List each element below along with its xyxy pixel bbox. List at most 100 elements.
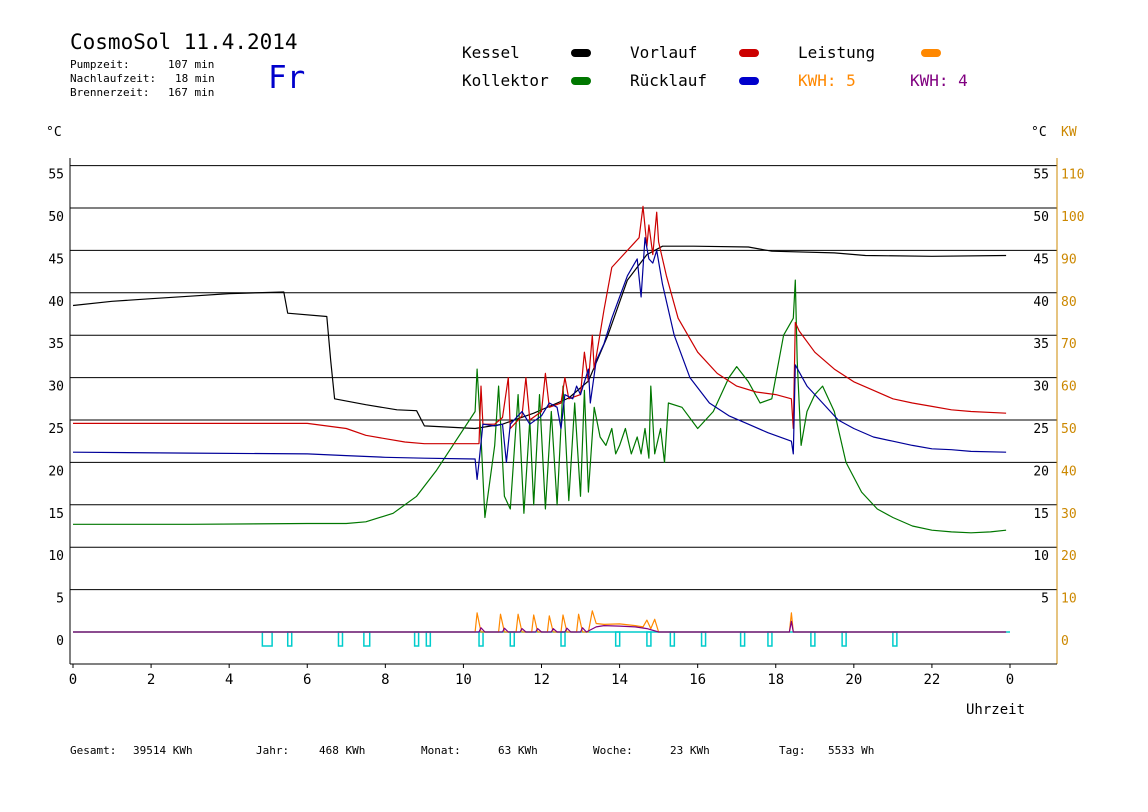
y-tick-label: 10 <box>48 549 64 564</box>
pump-pulse <box>614 631 621 647</box>
y-right-tick-label: 10 <box>1033 549 1049 564</box>
x-tick-label: 0 <box>1006 672 1014 688</box>
footer-week-label: Woche: <box>593 744 633 757</box>
after-run-value: 18 min <box>175 72 215 85</box>
y-tick-label: 25 <box>48 422 64 437</box>
y-right-tick-label: 20 <box>1033 464 1049 479</box>
y2-tick-label: 30 <box>1061 507 1077 522</box>
pump-time-label: Pumpzeit: <box>70 58 130 71</box>
footer-year-value: 468 KWh <box>319 744 366 757</box>
pump-pulse <box>509 631 516 647</box>
y-tick-label: 30 <box>48 380 64 395</box>
y-axis-label-right-power: KW <box>1061 125 1077 140</box>
series-line-vorlauf <box>73 205 1007 445</box>
pump-pulse <box>261 631 273 647</box>
footer-month-label: Monat: <box>421 744 461 757</box>
y-axis-label-right-temp: °C <box>1031 125 1047 140</box>
y-right-tick-label: 25 <box>1033 422 1049 437</box>
y2-tick-label: 90 <box>1061 252 1077 267</box>
footer-total-label: Gesamt: <box>70 744 117 757</box>
pump-series <box>73 631 1010 647</box>
x-tick-label: 18 <box>767 672 784 688</box>
weekday-label: Fr <box>268 60 306 96</box>
y-tick-label: 50 <box>48 210 64 225</box>
y-tick-label: 15 <box>48 507 64 522</box>
axes: 0510152025303540455055510152025303540455… <box>48 158 1084 688</box>
footer-day-label: Tag: <box>779 744 806 757</box>
footer-year-label: Jahr: <box>256 744 290 757</box>
pump-pulse <box>700 631 707 647</box>
legend-ruecklauf-swatch <box>739 77 759 85</box>
x-tick-label: 8 <box>381 672 389 688</box>
x-tick-label: 2 <box>147 672 155 688</box>
series-line-kollektor <box>73 279 1007 534</box>
pump-pulse <box>478 631 484 647</box>
legend-kollektor-label: Kollektor <box>462 71 549 90</box>
pump-pulse <box>669 631 676 647</box>
x-tick-label: 4 <box>225 672 233 688</box>
x-tick-label: 12 <box>533 672 550 688</box>
y-right-tick-label: 50 <box>1033 210 1049 225</box>
pump-pulse <box>892 631 898 647</box>
burner-time-value: 167 min <box>168 86 215 99</box>
y2-tick-label: 80 <box>1061 295 1077 310</box>
y2-tick-label: 20 <box>1061 549 1077 564</box>
y2-tick-label: 100 <box>1061 210 1084 225</box>
x-axis-label: Uhrzeit <box>966 702 1025 718</box>
y2-tick-label: 40 <box>1061 464 1077 479</box>
pump-pulse <box>810 631 816 647</box>
y-tick-label: 35 <box>48 337 64 352</box>
pump-time-value: 107 min <box>168 58 215 71</box>
pump-pulse <box>646 631 652 647</box>
pump-pulse <box>363 631 371 647</box>
pump-pulse <box>413 631 420 647</box>
data-series <box>72 205 1007 633</box>
pump-pulse <box>425 631 432 647</box>
legend-kwh-purple: KWH: 4 <box>910 71 968 90</box>
legend-ruecklauf-label: Rücklauf <box>630 71 708 90</box>
y-right-tick-label: 40 <box>1033 295 1049 310</box>
y2-tick-label: 0 <box>1061 634 1069 649</box>
x-tick-label: 10 <box>455 672 472 688</box>
y-tick-label: 40 <box>48 295 64 310</box>
y2-tick-label: 60 <box>1061 380 1077 395</box>
x-tick-label: 14 <box>611 672 628 688</box>
y-axis-label-left: °C <box>46 125 62 140</box>
y2-tick-label: 50 <box>1061 422 1077 437</box>
y2-tick-label: 110 <box>1061 168 1084 183</box>
pump-pulse <box>286 631 293 647</box>
series-line-kessel <box>72 245 1007 430</box>
legend-vorlauf-swatch <box>739 49 759 57</box>
x-tick-label: 16 <box>689 672 706 688</box>
y-tick-label: 55 <box>48 168 64 183</box>
y-right-tick-label: 55 <box>1033 168 1049 183</box>
x-tick-label: 22 <box>923 672 940 688</box>
after-run-label: Nachlaufzeit: <box>70 72 157 85</box>
y-tick-label: 20 <box>48 464 64 479</box>
y-right-tick-label: 35 <box>1033 337 1049 352</box>
legend-leistung-swatch <box>921 49 941 57</box>
footer-week-value: 23 KWh <box>670 744 710 757</box>
x-tick-label: 0 <box>69 672 77 688</box>
legend-leistung-label: Leistung <box>798 43 876 62</box>
legend-vorlauf-label: Vorlauf <box>630 43 698 62</box>
y-right-tick-label: 45 <box>1033 252 1049 267</box>
pump-pulse <box>767 631 773 647</box>
legend-kessel-label: Kessel <box>462 43 520 62</box>
y-right-tick-label: 30 <box>1033 380 1049 395</box>
legend-kessel-swatch <box>571 49 591 57</box>
y-tick-label: 5 <box>56 592 64 607</box>
y-right-tick-label: 5 <box>1041 592 1049 607</box>
footer-month-value: 63 KWh <box>498 744 538 757</box>
footer-total-value: 39514 KWh <box>133 744 193 757</box>
pump-pulse <box>841 631 847 647</box>
series-line-leistung <box>73 610 1007 633</box>
y-tick-label: 45 <box>48 252 64 267</box>
x-tick-label: 6 <box>303 672 311 688</box>
y-right-tick-label: 15 <box>1033 507 1049 522</box>
legend-kwh-orange: KWH: 5 <box>798 71 856 90</box>
grid-lines <box>70 165 1057 591</box>
y2-tick-label: 70 <box>1061 337 1077 352</box>
pump-pulse <box>337 631 344 647</box>
y2-tick-label: 10 <box>1061 592 1077 607</box>
